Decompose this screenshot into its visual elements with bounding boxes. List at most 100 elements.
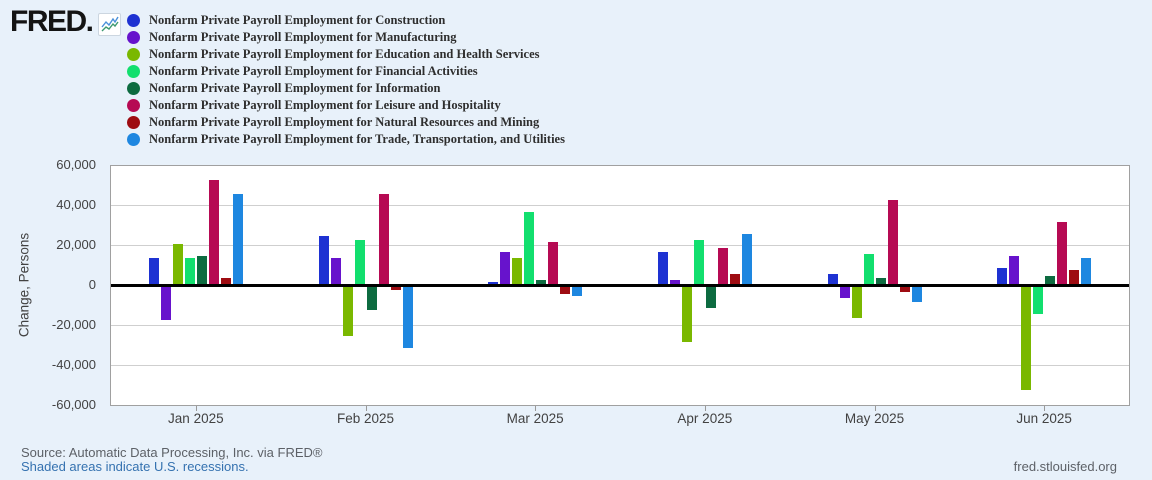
bar-education-and-health-services-mar-2025 bbox=[512, 257, 523, 286]
bar-financial-activities-jan-2025 bbox=[184, 257, 195, 286]
gridline bbox=[111, 245, 1129, 246]
bar-manufacturing-may-2025 bbox=[839, 285, 850, 298]
legend-item-education-and-health-services[interactable]: Nonfarm Private Payroll Employment for E… bbox=[127, 46, 565, 63]
bar-manufacturing-apr-2025 bbox=[669, 279, 680, 286]
bar-leisure-and-hospitality-feb-2025 bbox=[378, 193, 389, 286]
legend-bullet-icon bbox=[127, 48, 140, 61]
bar-natural-resources-and-mining-feb-2025 bbox=[390, 285, 401, 290]
legend-item-natural-resources-and-mining[interactable]: Nonfarm Private Payroll Employment for N… bbox=[127, 114, 565, 131]
bar-construction-may-2025 bbox=[827, 273, 838, 286]
bar-financial-activities-feb-2025 bbox=[354, 239, 365, 286]
bar-leisure-and-hospitality-jun-2025 bbox=[1057, 221, 1068, 286]
y-tick-label: -20,000 bbox=[51, 317, 96, 332]
legend-label: Nonfarm Private Payroll Employment for C… bbox=[149, 13, 446, 27]
y-tick-label: 20,000 bbox=[56, 237, 96, 252]
legend-label: Nonfarm Private Payroll Employment for F… bbox=[149, 64, 478, 78]
legend-item-manufacturing[interactable]: Nonfarm Private Payroll Employment for M… bbox=[127, 29, 565, 46]
bar-information-mar-2025 bbox=[536, 279, 547, 286]
bar-information-jan-2025 bbox=[196, 255, 207, 286]
fred-logo[interactable]: FRED. bbox=[10, 5, 122, 38]
bar-education-and-health-services-jun-2025 bbox=[1021, 285, 1032, 390]
bar-construction-jun-2025 bbox=[997, 267, 1008, 286]
chart-legend: Nonfarm Private Payroll Employment for C… bbox=[127, 12, 565, 148]
fred-site-link[interactable]: fred.stlouisfed.org bbox=[1013, 459, 1117, 474]
gridline bbox=[111, 205, 1129, 206]
y-tick-label: -40,000 bbox=[51, 357, 96, 372]
bar-leisure-and-hospitality-may-2025 bbox=[887, 199, 898, 286]
legend-label: Nonfarm Private Payroll Employment for T… bbox=[149, 132, 565, 146]
bar-education-and-health-services-apr-2025 bbox=[681, 285, 692, 342]
x-tick bbox=[535, 406, 537, 411]
bar-information-may-2025 bbox=[875, 277, 886, 286]
bar-education-and-health-services-may-2025 bbox=[851, 285, 862, 318]
y-tick-label: 60,000 bbox=[56, 157, 96, 172]
bar-trade-transportation-and-utilities-apr-2025 bbox=[741, 233, 752, 286]
bar-education-and-health-services-jan-2025 bbox=[172, 243, 183, 286]
x-tick bbox=[874, 406, 876, 411]
x-tick-label: Jan 2025 bbox=[168, 411, 224, 426]
bar-natural-resources-and-mining-mar-2025 bbox=[560, 285, 571, 294]
gridline bbox=[111, 365, 1129, 366]
bar-construction-apr-2025 bbox=[657, 251, 668, 286]
legend-bullet-icon bbox=[127, 99, 140, 112]
x-tick-label: Mar 2025 bbox=[506, 411, 564, 426]
bar-trade-transportation-and-utilities-jan-2025 bbox=[232, 193, 243, 286]
x-tick-label: Jun 2025 bbox=[1016, 411, 1072, 426]
fred-logo-text: FRED bbox=[10, 5, 87, 38]
bar-trade-transportation-and-utilities-mar-2025 bbox=[572, 285, 583, 296]
bar-construction-feb-2025 bbox=[318, 235, 329, 286]
bar-leisure-and-hospitality-jan-2025 bbox=[208, 179, 219, 286]
bar-education-and-health-services-feb-2025 bbox=[342, 285, 353, 336]
y-tick-label: -60,000 bbox=[51, 397, 96, 412]
legend-item-leisure-and-hospitality[interactable]: Nonfarm Private Payroll Employment for L… bbox=[127, 97, 565, 114]
legend-bullet-icon bbox=[127, 31, 140, 44]
bar-construction-mar-2025 bbox=[488, 281, 499, 286]
bar-information-feb-2025 bbox=[366, 285, 377, 310]
legend-label: Nonfarm Private Payroll Employment for E… bbox=[149, 47, 540, 61]
x-tick-label: Apr 2025 bbox=[677, 411, 733, 426]
legend-item-trade-transportation-and-utilities[interactable]: Nonfarm Private Payroll Employment for T… bbox=[127, 131, 565, 148]
bar-manufacturing-mar-2025 bbox=[500, 251, 511, 286]
bar-financial-activities-jun-2025 bbox=[1033, 285, 1044, 314]
legend-bullet-icon bbox=[127, 14, 140, 27]
legend-bullet-icon bbox=[127, 82, 140, 95]
bar-trade-transportation-and-utilities-may-2025 bbox=[911, 285, 922, 302]
gridline bbox=[111, 325, 1129, 326]
bar-financial-activities-apr-2025 bbox=[693, 239, 704, 286]
bar-financial-activities-mar-2025 bbox=[524, 211, 535, 286]
x-tick-label: May 2025 bbox=[844, 411, 905, 426]
y-tick-label: 0 bbox=[88, 277, 96, 292]
legend-bullet-icon bbox=[127, 133, 140, 146]
legend-label: Nonfarm Private Payroll Employment for I… bbox=[149, 81, 441, 95]
bar-leisure-and-hospitality-apr-2025 bbox=[717, 247, 728, 286]
bar-natural-resources-and-mining-may-2025 bbox=[899, 285, 910, 292]
bar-trade-transportation-and-utilities-feb-2025 bbox=[402, 285, 413, 348]
bar-manufacturing-feb-2025 bbox=[330, 257, 341, 286]
legend-item-information[interactable]: Nonfarm Private Payroll Employment for I… bbox=[127, 80, 565, 97]
bar-manufacturing-jan-2025 bbox=[160, 285, 171, 320]
bar-construction-jan-2025 bbox=[148, 257, 159, 286]
bar-manufacturing-jun-2025 bbox=[1009, 255, 1020, 286]
bar-information-apr-2025 bbox=[705, 285, 716, 308]
x-tick bbox=[365, 406, 367, 411]
x-tick-label: Feb 2025 bbox=[336, 411, 395, 426]
legend-item-construction[interactable]: Nonfarm Private Payroll Employment for C… bbox=[127, 12, 565, 29]
bar-information-jun-2025 bbox=[1045, 275, 1056, 286]
zero-line bbox=[111, 284, 1129, 287]
x-tick bbox=[704, 406, 706, 411]
bar-leisure-and-hospitality-mar-2025 bbox=[548, 241, 559, 286]
plot-area bbox=[110, 165, 1130, 406]
bar-natural-resources-and-mining-apr-2025 bbox=[729, 273, 740, 286]
x-tick bbox=[1044, 406, 1046, 411]
legend-bullet-icon bbox=[127, 65, 140, 78]
bar-trade-transportation-and-utilities-jun-2025 bbox=[1081, 257, 1092, 286]
y-tick-label: 40,000 bbox=[56, 197, 96, 212]
fred-logo-mark: . bbox=[85, 5, 95, 38]
legend-bullet-icon bbox=[127, 116, 140, 129]
x-tick bbox=[195, 406, 197, 411]
recession-note-link[interactable]: Shaded areas indicate U.S. recessions. bbox=[21, 459, 249, 474]
legend-item-financial-activities[interactable]: Nonfarm Private Payroll Employment for F… bbox=[127, 63, 565, 80]
source-note: Source: Automatic Data Processing, Inc. … bbox=[21, 445, 323, 460]
legend-label: Nonfarm Private Payroll Employment for L… bbox=[149, 98, 501, 112]
